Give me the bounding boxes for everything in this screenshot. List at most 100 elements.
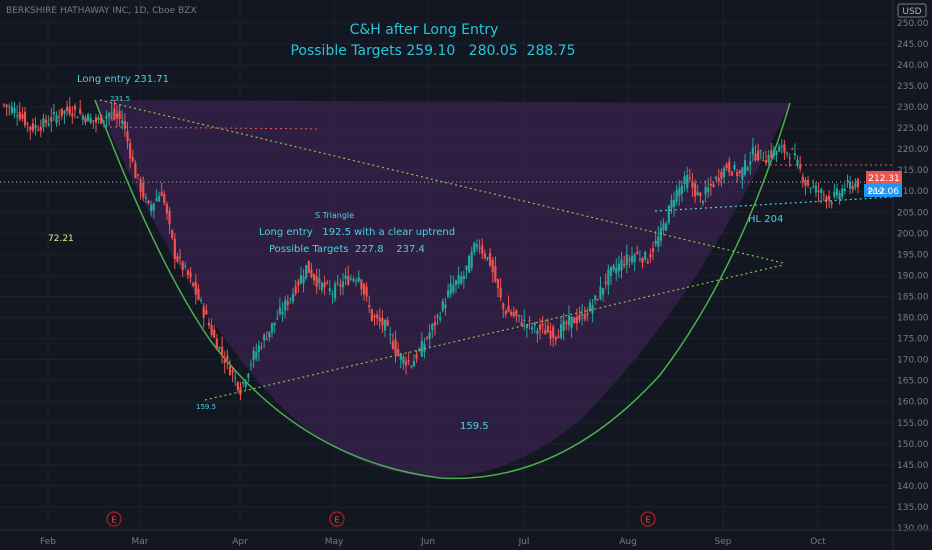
candle-body: [136, 174, 140, 176]
candle-body: [105, 115, 108, 119]
low-label: 159.5: [196, 403, 216, 411]
candle-body: [665, 223, 668, 231]
earnings-marker[interactable]: [106, 511, 122, 527]
candle-body: [355, 280, 358, 282]
candle-body: [441, 301, 444, 311]
candle-body: [344, 275, 347, 280]
candle-body: [431, 323, 434, 331]
y-tick-label: 220.00: [897, 145, 929, 155]
earnings-marker[interactable]: [329, 511, 345, 527]
candle-body: [620, 259, 623, 271]
candle-body: [825, 196, 828, 202]
triangle-lower-line: [204, 264, 784, 401]
y-tick-label: 185.00: [897, 292, 929, 302]
candle-body: [194, 281, 197, 295]
chart-subtitle: Possible Targets 259.10 280.05 288.75: [290, 43, 575, 59]
candle-body: [228, 366, 232, 375]
candle-body: [199, 299, 203, 301]
candle-body: [276, 318, 279, 320]
candle-body: [286, 301, 289, 305]
candle-body: [178, 257, 182, 259]
candle-body: [34, 125, 37, 129]
candle-body: [793, 153, 797, 156]
candle-body: [625, 254, 628, 265]
candle-body: [701, 201, 705, 204]
candle-body: [557, 336, 560, 339]
y-tick-label: 175.00: [897, 335, 929, 345]
candle-body: [63, 110, 66, 114]
candle-body: [452, 284, 455, 293]
candle-body: [462, 275, 465, 280]
candle-body: [21, 113, 24, 120]
candle-body: [473, 242, 476, 252]
candle-body: [567, 315, 571, 326]
y-tick-label: 205.00: [897, 208, 929, 218]
candle-body: [775, 150, 778, 156]
candle-body: [192, 282, 195, 286]
triangle-label: S Triangle: [315, 211, 354, 220]
candle-body: [331, 293, 334, 295]
candle-body: [315, 276, 318, 287]
candle-body: [541, 324, 544, 326]
candle-body: [186, 270, 190, 275]
candle-body: [436, 315, 439, 318]
candle-body: [841, 188, 844, 197]
earnings-letter: E: [111, 516, 116, 525]
candle-body: [496, 279, 500, 288]
candle-body: [812, 185, 815, 187]
candle-body: [520, 322, 523, 326]
candle-body: [762, 160, 765, 162]
candle-body: [475, 244, 479, 247]
currency-label: USD: [902, 7, 921, 17]
candle-body: [712, 184, 715, 187]
candle-body: [478, 247, 481, 249]
candle-body: [764, 160, 768, 164]
candle-body: [263, 335, 266, 341]
candle-body: [65, 106, 69, 111]
y-tick-label: 160.00: [897, 398, 929, 408]
earnings-marker[interactable]: [640, 511, 656, 527]
candle-body: [378, 317, 381, 322]
x-tick-label: Mar: [132, 537, 149, 547]
cup-fill: [95, 100, 790, 478]
candle-body: [181, 261, 184, 270]
currency-box[interactable]: [897, 3, 927, 18]
candle-body: [423, 343, 426, 352]
candle-body: [226, 355, 229, 360]
candle-body: [376, 314, 379, 319]
price-axis: 250.00 245.00 240.00 235.00 230.00 225.00 220.…: [892, 0, 929, 550]
inner-entry-label: Long entry 192.5 with a clear uptrend: [259, 227, 455, 238]
candle-body: [628, 258, 631, 260]
candle-body: [260, 347, 263, 349]
candle-body: [189, 272, 192, 278]
candle-body: [604, 281, 607, 284]
candle-body: [360, 279, 363, 290]
candle-body: [749, 161, 752, 165]
candle-body: [623, 264, 626, 266]
candle-body: [846, 179, 849, 182]
earnings-letter: E: [334, 516, 339, 525]
candle-body: [60, 108, 63, 116]
candle-body: [391, 341, 394, 349]
y-tick-label: 135.00: [897, 503, 929, 513]
candle-body: [176, 256, 179, 262]
candle-body: [302, 276, 305, 284]
candle-body: [725, 164, 728, 169]
candle-body: [389, 334, 392, 336]
left-value-label: 72.21: [48, 234, 74, 244]
candle-body: [515, 310, 518, 316]
y-tick-label: 190.00: [897, 271, 929, 281]
candle-body: [517, 315, 521, 317]
candle-body: [460, 276, 463, 284]
candle-body: [47, 123, 50, 126]
candle-body: [252, 350, 255, 360]
candle-body: [349, 278, 352, 280]
candle-body: [102, 120, 105, 122]
candle-body: [239, 387, 242, 395]
candle-body: [583, 314, 586, 320]
candle-body: [486, 257, 489, 259]
candle-body: [76, 117, 79, 119]
candle-body: [615, 267, 618, 274]
candle-body: [2, 104, 6, 106]
